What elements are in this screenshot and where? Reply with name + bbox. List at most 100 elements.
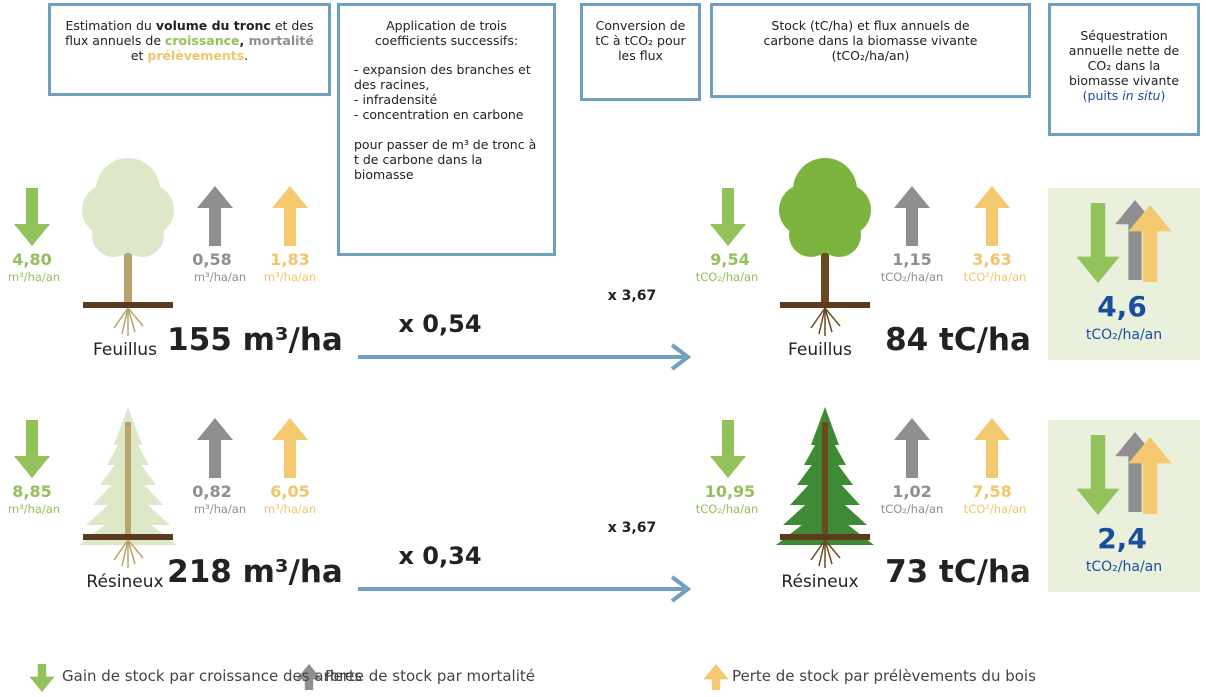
label: Feuillus xyxy=(788,340,852,360)
text: , xyxy=(239,33,245,48)
text: (puits xyxy=(1082,88,1123,103)
arrow-icon xyxy=(974,418,1010,478)
text: pour passer de m³ de tronc à t de carbon… xyxy=(354,137,537,182)
arrow-icon xyxy=(1076,203,1120,283)
volume-box: Estimation du volume du tronc et des flu… xyxy=(48,3,331,96)
root xyxy=(127,307,144,327)
label: 73 tC/ha xyxy=(885,554,1031,590)
trunk xyxy=(124,225,132,305)
label: 1,83 xyxy=(270,250,310,269)
root xyxy=(824,307,841,327)
ground xyxy=(83,534,173,540)
label: 1,02 xyxy=(892,482,932,501)
text: croissance xyxy=(164,33,240,48)
label: Feuillus xyxy=(93,340,157,360)
arrow-icon xyxy=(14,420,50,478)
arrow-icon xyxy=(703,664,729,690)
legend-text: Gain de stock par croissance des arbres xyxy=(62,667,363,685)
label: 8,85 xyxy=(12,482,52,501)
coefficients-box: Application de trois coefficients succes… xyxy=(337,3,556,256)
arrow-icon xyxy=(272,418,308,478)
arrow-icon xyxy=(14,188,50,246)
trunk xyxy=(822,422,828,537)
root xyxy=(113,539,129,561)
legend-text: Perte de stock par mortalité xyxy=(325,667,535,685)
label: tCO²/ha/an xyxy=(963,502,1027,516)
root xyxy=(824,539,841,559)
label: 9,54 xyxy=(710,250,750,269)
label: m³/ha/an xyxy=(193,502,247,516)
arrow-icon xyxy=(974,186,1010,246)
arrow-icon xyxy=(296,664,322,690)
label: 0,58 xyxy=(192,250,232,269)
root xyxy=(127,539,144,559)
root xyxy=(127,539,136,565)
text: ) xyxy=(1160,88,1166,103)
crown xyxy=(797,197,853,253)
ground xyxy=(780,534,870,540)
text: Application de trois coefficients succes… xyxy=(374,18,519,48)
trunk xyxy=(125,422,131,537)
flow-arrow-head xyxy=(670,575,692,603)
arrow-icon xyxy=(197,418,233,478)
arrow-icon xyxy=(197,186,233,246)
text: prélèvements xyxy=(147,48,245,63)
list-item: - infradensité xyxy=(354,92,438,107)
list-item: - concentration en carbone xyxy=(354,107,524,122)
root xyxy=(824,307,833,333)
label: 1,15 xyxy=(892,250,932,269)
label: 4,6 xyxy=(1097,290,1147,323)
label: 4,80 xyxy=(12,250,52,269)
label: tCO₂/ha/an xyxy=(1085,327,1163,343)
text: et xyxy=(130,48,148,63)
label: m³/ha/an xyxy=(263,502,317,516)
label: 7,58 xyxy=(972,482,1012,501)
text: mortalité xyxy=(244,33,314,48)
label: m³/ha/an xyxy=(7,270,61,284)
label: m³/ha/an xyxy=(263,270,317,284)
label: 218 m³/ha xyxy=(167,554,343,590)
arrow-icon xyxy=(1076,435,1120,515)
label: x 0,54 xyxy=(398,310,482,338)
label: Résineux xyxy=(781,572,859,592)
label: x 0,34 xyxy=(398,542,482,570)
label: 155 m³/ha xyxy=(167,322,343,358)
conversion-box: Conversion de tC à tCO₂ pour les flux xyxy=(580,3,701,101)
label: 6,05 xyxy=(270,482,310,501)
arrow-icon xyxy=(710,188,746,246)
arrow-icon xyxy=(1128,437,1172,514)
text: et des flux annuels de xyxy=(65,18,314,48)
label: tCO²/ha/an xyxy=(963,270,1027,284)
label: 2,4 xyxy=(1097,522,1147,555)
label: tCO₂/ha/an xyxy=(880,502,944,516)
ground xyxy=(83,302,173,308)
root xyxy=(127,307,136,333)
trunk xyxy=(821,225,829,305)
flow-arrow-head xyxy=(670,343,692,371)
root xyxy=(810,539,826,561)
arrow-icon xyxy=(710,420,746,478)
label: m³/ha/an xyxy=(193,270,247,284)
text: Séquestration annuelle nette de CO₂ dans… xyxy=(1068,28,1180,88)
text: . xyxy=(244,48,249,63)
label: tCO₂/ha/an xyxy=(1085,559,1163,575)
arrow-icon xyxy=(894,418,930,478)
label: 0,82 xyxy=(192,482,232,501)
ground xyxy=(780,302,870,308)
arrow-icon xyxy=(1128,205,1172,282)
text: volume du tronc xyxy=(155,18,271,33)
legend-text: Perte de stock par prélèvements du bois xyxy=(732,667,1036,685)
label: x 3,67 xyxy=(607,520,657,536)
label: tCO₂/ha/an xyxy=(695,502,759,516)
stock-box: Stock (tC/ha) et flux annuels de carbone… xyxy=(710,3,1031,98)
root xyxy=(810,307,826,329)
label: m³/ha/an xyxy=(7,502,61,516)
label: tCO₂/ha/an xyxy=(695,270,759,284)
root xyxy=(113,307,129,329)
label: x 3,67 xyxy=(607,288,657,304)
text: in situ xyxy=(1122,88,1161,103)
arrow-icon xyxy=(29,664,55,692)
text: Estimation du xyxy=(65,18,156,33)
